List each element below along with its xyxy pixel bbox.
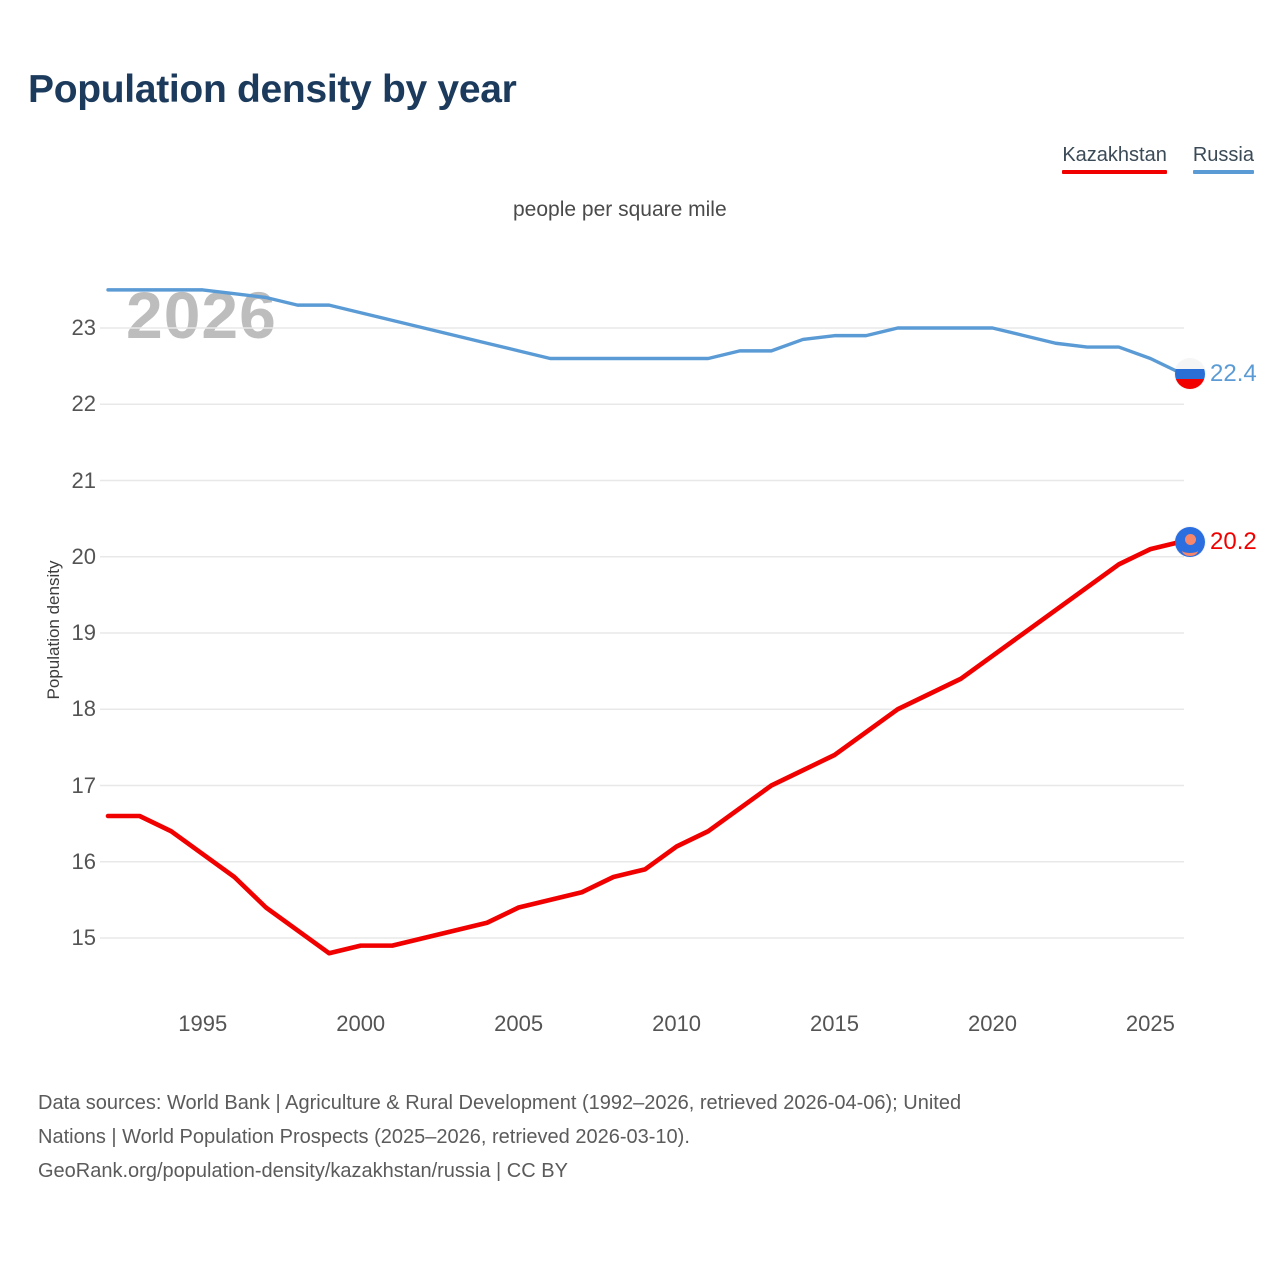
- legend-rule-kazakhstan: [1062, 170, 1167, 174]
- y-tick-label: 18: [71, 696, 96, 722]
- flag-stripe-red: [1175, 378, 1205, 389]
- chart-plot-area: [100, 288, 1185, 956]
- y-tick-label: 23: [71, 315, 96, 340]
- y-tick-label: 17: [71, 772, 96, 798]
- y-axis-ticks: 15 16 17 18 19 20 21 22 23: [26, 0, 96, 1080]
- flag-sun: [1184, 533, 1196, 545]
- legend-rule-russia: [1192, 170, 1254, 174]
- x-tick-label: 2015: [810, 1011, 859, 1036]
- series-line-russia[interactable]: [106, 288, 1184, 376]
- chart-subtitle: people per square mile: [513, 198, 727, 221]
- footer-line-1: Data sources: World Bank | Agriculture &…: [38, 1092, 962, 1114]
- legend-item-russia[interactable]: Russia: [1192, 143, 1254, 174]
- series-line-kazakhstan[interactable]: [105, 539, 1185, 956]
- x-tick-label: 2010: [652, 1011, 702, 1036]
- x-tick-label: 2025: [1125, 1011, 1175, 1036]
- russia-flag-icon: [1175, 358, 1205, 389]
- y-tick-label: 19: [71, 620, 96, 645]
- footer-line-3: GeoRank.org/population-density/kazakhsta…: [38, 1160, 568, 1182]
- legend-label-russia: Russia: [1192, 144, 1254, 166]
- flag-stripe-blue: [1175, 368, 1205, 379]
- flag-stripe-white: [1175, 358, 1205, 369]
- y-tick-label: 21: [71, 467, 96, 493]
- russia-end-label: 22.4: [1210, 359, 1257, 387]
- footer-credits: Data sources: World Bank | Agriculture &…: [38, 1086, 1253, 1188]
- flag-eagle: [1182, 545, 1198, 557]
- chart-legend: Kazakhstan Russia: [1062, 143, 1254, 174]
- page-title: Population density by year: [28, 68, 517, 111]
- y-tick-label: 16: [71, 848, 96, 874]
- x-tick-label: 2020: [967, 1011, 1017, 1036]
- x-tick-label: 2000: [336, 1011, 386, 1036]
- legend-item-kazakhstan[interactable]: Kazakhstan: [1062, 143, 1167, 174]
- y-tick-label: 20: [71, 543, 96, 569]
- kazakhstan-end-label: 20.2: [1210, 527, 1257, 555]
- legend-label-kazakhstan: Kazakhstan: [1062, 144, 1167, 166]
- footer-line-2: Nations | World Population Prospects (20…: [38, 1126, 690, 1148]
- y-tick-label: 22: [71, 391, 96, 417]
- gridlines: [100, 327, 1184, 939]
- y-tick-label: 15: [71, 925, 96, 950]
- series-lines: [105, 288, 1185, 956]
- x-tick-label: 2005: [494, 1011, 544, 1036]
- x-tick-label: 1995: [178, 1011, 228, 1036]
- kazakhstan-flag-icon: [1175, 526, 1205, 557]
